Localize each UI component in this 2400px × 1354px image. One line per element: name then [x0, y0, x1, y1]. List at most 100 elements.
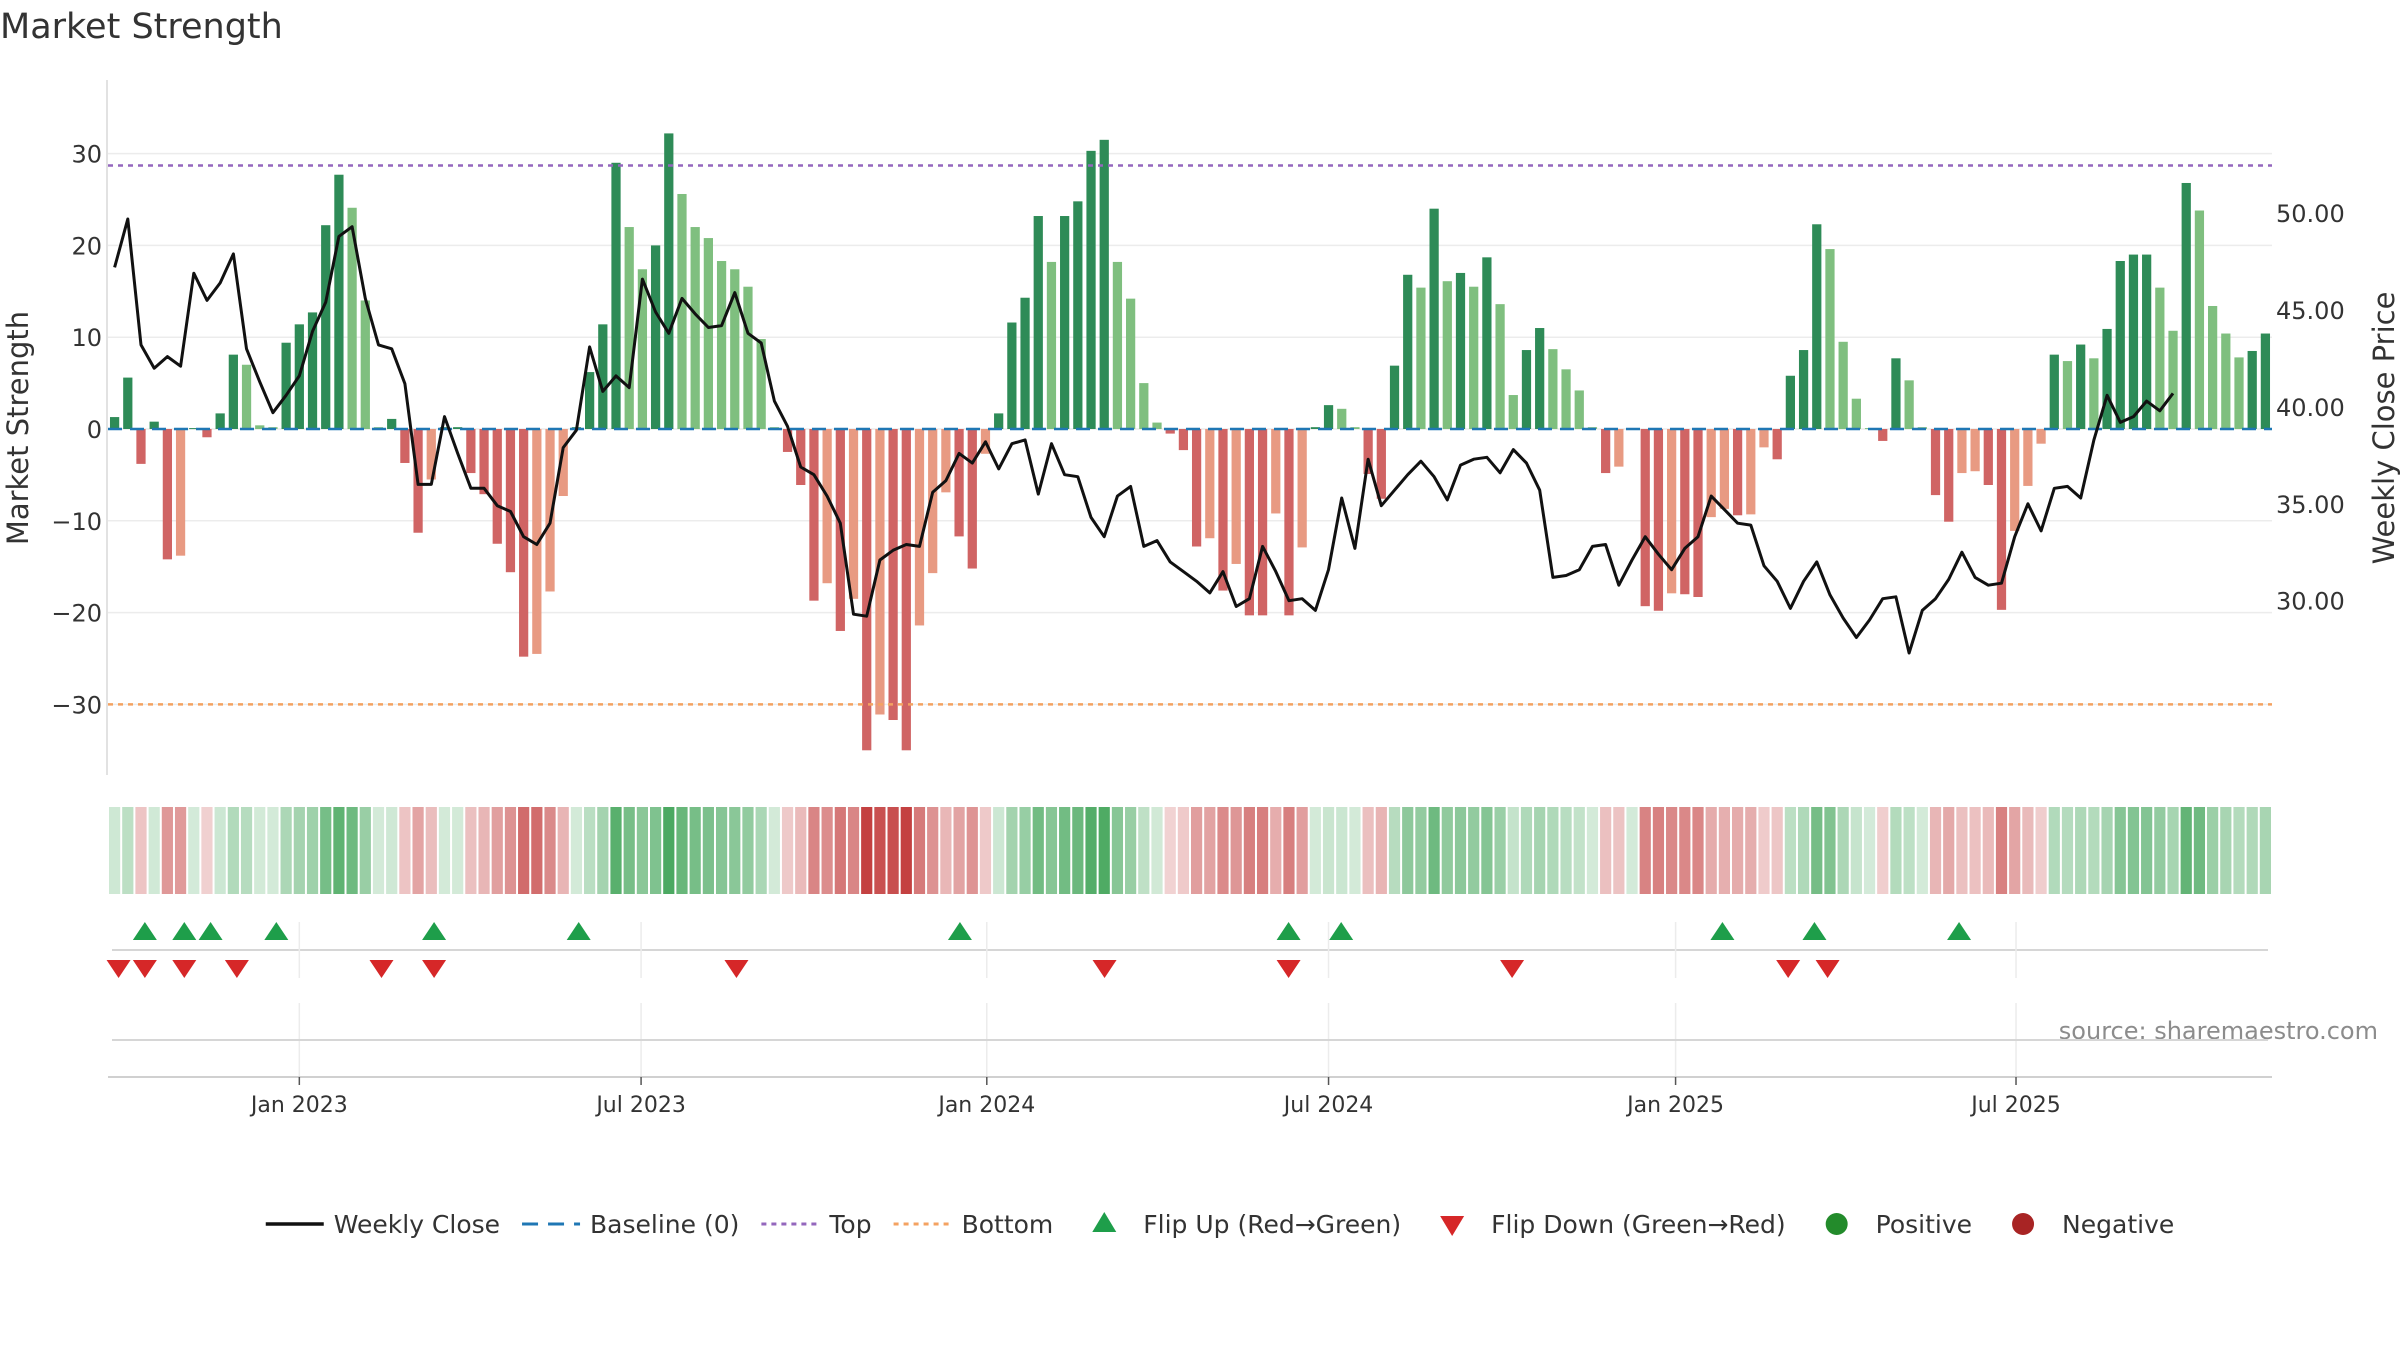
- heat-cell: [2207, 807, 2219, 894]
- heat-cell: [1125, 807, 1137, 894]
- y2-tick-label: 50.00: [2276, 200, 2345, 228]
- heat-cell: [1059, 807, 1071, 894]
- strength-bar: [1759, 429, 1769, 448]
- strength-bar: [1482, 257, 1492, 429]
- heat-cell: [1705, 807, 1717, 894]
- heat-cell: [1784, 807, 1796, 894]
- heat-cell: [504, 807, 517, 894]
- strength-bar: [215, 413, 225, 429]
- strength-bar: [2023, 429, 2033, 486]
- strength-bar: [1073, 201, 1083, 429]
- strength-bar: [1284, 429, 1294, 616]
- strength-bar: [123, 377, 133, 429]
- heat-cell: [1758, 807, 1770, 894]
- flip-up-marker: [566, 922, 591, 940]
- heat-cell: [122, 807, 134, 894]
- heat-cell: [1837, 807, 1849, 894]
- strength-bar: [941, 429, 951, 493]
- strength-bar: [782, 429, 793, 452]
- heat-cell: [1085, 807, 1097, 894]
- heat-cell: [293, 807, 305, 894]
- strength-bar: [703, 238, 713, 429]
- heat-cell: [333, 807, 345, 894]
- flip-up-marker: [132, 922, 157, 940]
- heat-cell: [1230, 807, 1242, 894]
- heat-cell: [2154, 807, 2166, 894]
- strength-bar: [809, 429, 819, 601]
- heat-cell: [1613, 807, 1625, 894]
- y-tick-label: 10: [71, 324, 102, 352]
- strength-bar: [2234, 357, 2244, 429]
- heat-cell: [1098, 807, 1110, 894]
- strength-bar: [1191, 429, 1202, 547]
- heat-cell: [1600, 807, 1612, 894]
- strength-bar: [1297, 429, 1307, 548]
- strength-bar: [479, 429, 489, 495]
- heat-cell: [346, 807, 358, 894]
- flip-up-marker: [422, 922, 447, 940]
- y2-tick-label: 30.00: [2276, 588, 2345, 616]
- heat-cell: [913, 807, 926, 894]
- heat-cell: [359, 807, 371, 894]
- strength-bar: [228, 354, 238, 429]
- heat-cell: [1573, 807, 1585, 894]
- heat-cell: [1850, 807, 1862, 894]
- strength-bar: [1521, 350, 1532, 429]
- heat-cell: [1045, 807, 1058, 894]
- heat-cell: [1534, 807, 1546, 894]
- heat-cell: [478, 807, 490, 894]
- heat-cell: [1494, 807, 1506, 894]
- heat-cell: [1204, 807, 1216, 894]
- heat-cell: [1322, 807, 1335, 894]
- strength-bar: [2142, 254, 2152, 429]
- strength-bar: [1561, 369, 1571, 429]
- heat-cell: [979, 807, 992, 894]
- flip-markers-panel: [106, 922, 2268, 978]
- strength-bar: [1337, 408, 1347, 429]
- heat-cell: [174, 807, 187, 894]
- strength-bar: [730, 269, 740, 429]
- y-tick-label: 30: [71, 141, 102, 169]
- strength-bar: [400, 429, 410, 463]
- strength-bar: [558, 429, 568, 497]
- heat-cell: [438, 807, 451, 894]
- strength-bar: [347, 207, 357, 429]
- strength-bar: [466, 429, 476, 474]
- heat-cell: [306, 807, 319, 894]
- strength-bar: [1812, 224, 1822, 429]
- x-tick-label: Jan 2025: [1625, 1093, 1724, 1118]
- strength-bar: [1165, 429, 1175, 434]
- heat-cell: [834, 807, 846, 894]
- heat-cell: [1362, 807, 1374, 894]
- strength-bar: [1746, 429, 1756, 515]
- strength-bar: [1944, 429, 1954, 522]
- heat-cell: [808, 807, 820, 894]
- strength-bar: [677, 193, 687, 429]
- strength-bar: [1508, 395, 1518, 429]
- heat-cell: [254, 807, 266, 894]
- heat-cell: [2141, 807, 2153, 894]
- heat-cell: [1797, 807, 1810, 894]
- heat-cell: [1243, 807, 1255, 894]
- heat-strip: [109, 807, 2271, 894]
- heat-cell: [689, 807, 701, 894]
- flip-down-marker: [369, 960, 394, 978]
- strength-bar: [453, 427, 463, 429]
- heat-cell: [1732, 807, 1744, 894]
- flip-down-marker: [224, 960, 249, 978]
- heat-cell: [2259, 807, 2271, 894]
- heat-cell: [2114, 807, 2126, 894]
- flip-up-marker: [1276, 922, 1301, 940]
- heat-cell: [966, 807, 978, 894]
- strength-bar: [1891, 358, 1901, 429]
- heat-cell: [148, 807, 160, 894]
- strength-bar: [1442, 281, 1452, 429]
- flip-down-marker: [1276, 960, 1301, 978]
- heat-cell: [1151, 807, 1163, 894]
- heat-cell: [861, 807, 873, 894]
- strength-bar: [1429, 208, 1439, 429]
- heat-cell: [2061, 807, 2074, 894]
- heat-cell: [1428, 807, 1440, 894]
- strength-bar: [650, 245, 661, 429]
- heat-cell: [201, 807, 213, 894]
